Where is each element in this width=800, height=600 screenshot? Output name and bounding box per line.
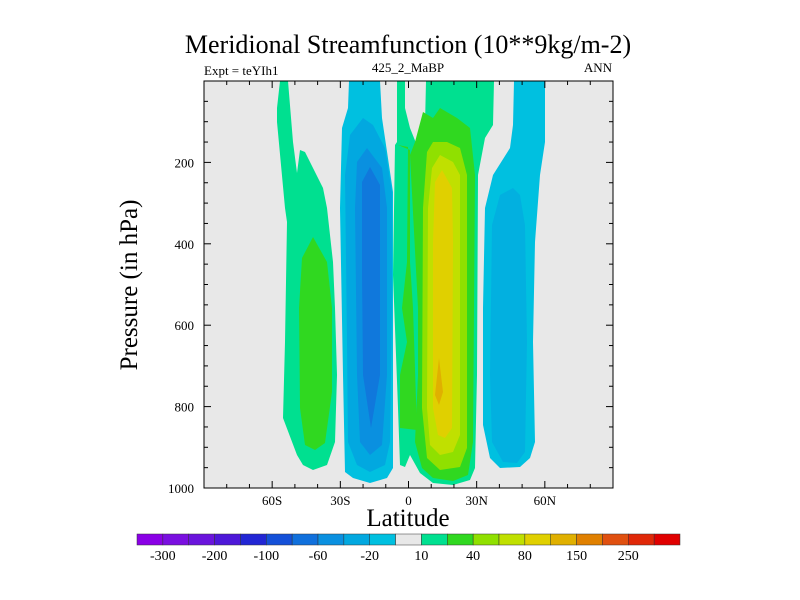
x-tick-label: 30S — [330, 493, 350, 508]
x-tick-label: 0 — [405, 493, 412, 508]
colorbar-swatch — [162, 533, 189, 546]
x-tick-label: 60S — [262, 493, 282, 508]
colorbar-swatch — [317, 533, 345, 546]
colorbar-swatch — [214, 533, 241, 546]
y-tick-label: 600 — [175, 318, 195, 333]
axis-ticks: 60S 30S 0 30N 60N 200 400 600 800 1000 — [168, 81, 614, 508]
x-tick-label: 30N — [465, 493, 488, 508]
colorbar-label: 150 — [566, 549, 587, 564]
center-subtitle: 425_2_MaBP — [371, 60, 445, 75]
x-tick-label: 60N — [534, 493, 557, 508]
y-tick-label: 1000 — [168, 481, 194, 496]
colorbar-label: -300 — [150, 549, 176, 564]
contour-sh-hadley-m60 — [362, 167, 380, 428]
colorbar-swatch — [498, 533, 526, 546]
colorbar: -300 -200 -100 -60 -20 10 40 80 150 250 — [136, 533, 681, 564]
colorbar-swatch — [343, 533, 370, 546]
colorbar-swatch — [628, 533, 655, 546]
contour-nh-hadley-100 — [435, 358, 443, 405]
contour-nh-hadley-80 — [433, 170, 453, 438]
contour-sh-ferrel-20 — [299, 237, 332, 450]
colorbar-swatch — [266, 533, 293, 546]
contour-equatorial-20 — [398, 145, 417, 430]
colorbar-swatch — [369, 533, 396, 546]
colorbar-label: -60 — [309, 549, 328, 564]
contour-fills — [277, 81, 545, 485]
colorbar-swatch — [447, 533, 474, 546]
y-tick-label: 200 — [175, 155, 195, 170]
season-label: ANN — [583, 60, 612, 75]
contour-nh-ferrel-m20 — [490, 188, 527, 463]
colorbar-swatch — [602, 533, 629, 546]
colorbar-label: 40 — [466, 549, 480, 564]
y-tick-label: 800 — [175, 400, 195, 415]
colorbar-swatch — [188, 533, 215, 546]
chart-title: Meridional Streamfunction (10**9kg/m-2) — [184, 30, 632, 59]
colorbar-label: -100 — [253, 549, 279, 564]
colorbar-label: 80 — [518, 549, 532, 564]
colorbar-swatch — [240, 533, 267, 546]
colorbar-swatch — [653, 533, 681, 546]
colorbar-label: -20 — [360, 549, 379, 564]
colorbar-swatch — [524, 533, 551, 546]
colorbar-label: 10 — [414, 549, 428, 564]
colorbar-swatch — [291, 533, 319, 546]
colorbar-swatch — [472, 533, 500, 546]
colorbar-label: 250 — [618, 549, 639, 564]
colorbar-swatch — [421, 533, 448, 546]
colorbar-swatch — [550, 533, 577, 546]
x-axis-title: Latitude — [366, 505, 450, 532]
colorbar-swatch — [576, 533, 603, 546]
experiment-label: Expt = teYIh1 — [204, 63, 279, 78]
y-tick-label: 400 — [175, 237, 195, 252]
colorbar-swatch — [136, 533, 164, 546]
colorbar-swatch — [395, 533, 422, 546]
colorbar-label: -200 — [202, 549, 228, 564]
